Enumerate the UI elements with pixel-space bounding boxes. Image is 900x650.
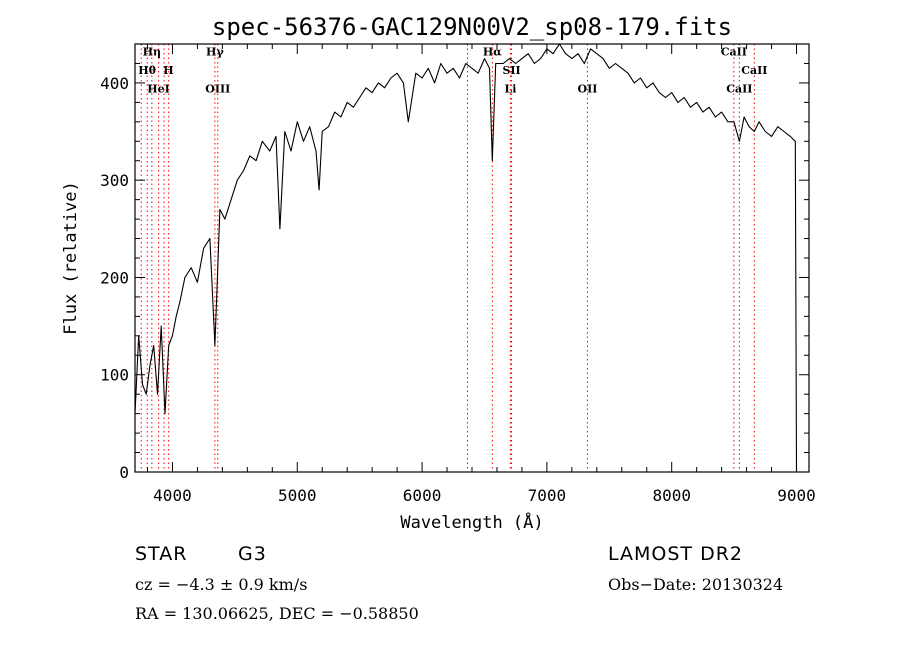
x-tick-label: 8000 [652,486,691,505]
line-annotation: H [163,64,173,77]
y-axis: 0 100 200 300 400 [100,43,809,482]
line-annotation: Hα [483,46,502,59]
line-annotation: Hη [143,46,161,59]
y-tick-label: 400 [100,74,129,93]
line-annotation: HeI [147,83,170,96]
line-annotation: CaII [726,83,752,96]
x-axis: 4000 5000 6000 7000 8000 9000 [146,44,816,505]
line-annotation: Hγ [206,46,224,59]
line-annotation: OIII [205,83,230,96]
spectrum-series-line [134,43,798,473]
x-axis-label: Wavelength (Å) [400,511,543,533]
y-tick-label: 300 [100,171,129,190]
x-tick-label: 7000 [528,486,567,505]
radial-velocity: cz = −4.3 ± 0.9 km/s [135,575,308,594]
spectral-line-markers [140,44,755,472]
object-class: STAR [135,543,188,565]
line-annotation: Li [504,83,516,96]
x-tick-label: 9000 [777,486,816,505]
y-tick-label: 100 [100,366,129,385]
x-tick-label: 6000 [403,486,442,505]
x-tick-label: 5000 [278,486,317,505]
line-annotation: OII [578,83,598,96]
y-axis-label: Flux (relative) [61,181,81,335]
x-tick-label: 4000 [153,486,192,505]
chart-title: spec-56376-GAC129N00V2_sp08-179.fits [212,13,732,41]
coordinates: RA = 130.06625, DEC = −0.58850 [135,604,419,623]
y-tick-label: 0 [119,463,129,482]
observation-date: Obs−Date: 20130324 [608,575,784,594]
line-annotation: CaII [741,64,767,77]
line-annotation: Hθ [138,64,156,77]
line-annotation: CaII [721,46,747,59]
survey-name: LAMOST DR2 [608,543,743,565]
line-annotation: SII [502,64,520,77]
y-tick-label: 200 [100,268,129,287]
object-subclass: G3 [238,543,267,565]
